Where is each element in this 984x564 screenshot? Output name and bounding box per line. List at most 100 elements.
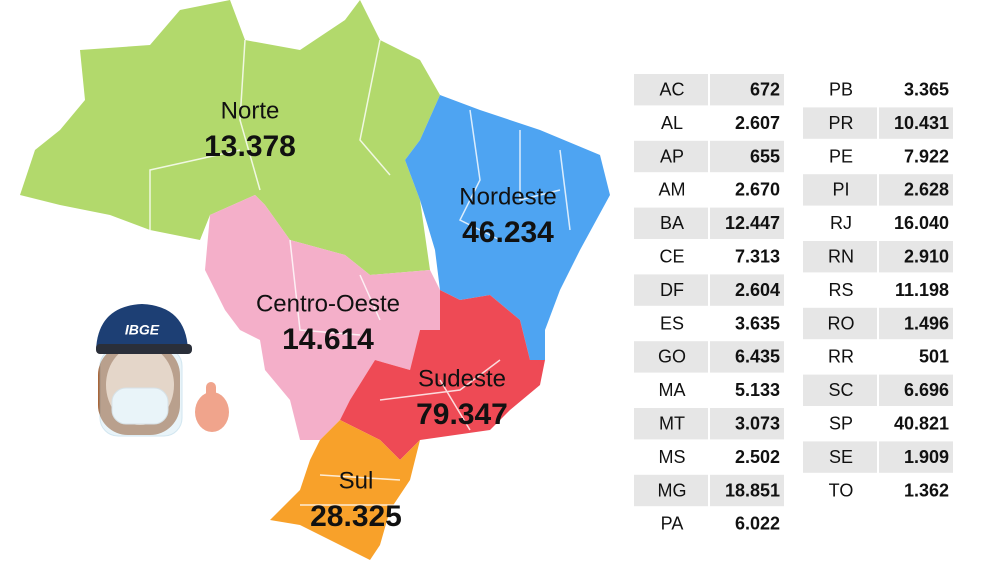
state-code: PB	[829, 79, 853, 99]
row-bg	[879, 307, 953, 340]
state-value: 6.696	[904, 380, 949, 400]
state-value: 40.821	[894, 413, 949, 433]
state-value: 2.910	[904, 246, 949, 266]
region-centro-oeste	[205, 195, 440, 440]
state-value: 2.670	[735, 180, 780, 200]
state-value: 1.909	[904, 447, 949, 467]
row-bg	[803, 107, 877, 139]
state-code: AL	[661, 113, 683, 133]
state-value: 16.040	[894, 213, 949, 233]
state-value: 2.502	[735, 447, 780, 467]
region-norte	[20, 0, 440, 275]
state-value: 11.198	[895, 280, 949, 300]
row-bg	[803, 307, 877, 340]
state-value: 3.635	[735, 313, 780, 333]
state-value: 7.313	[735, 246, 780, 266]
row-bg	[879, 441, 953, 473]
mascot: IBGE	[96, 304, 229, 437]
region-name: Sul	[339, 467, 374, 494]
row-bg	[634, 74, 708, 106]
state-code: GO	[658, 347, 686, 367]
state-code: RR	[828, 347, 854, 367]
state-code: SE	[829, 447, 853, 467]
row-bg	[710, 474, 784, 507]
state-code: MS	[659, 447, 686, 467]
row-bg	[879, 241, 953, 273]
region-value: 46.234	[462, 216, 554, 249]
state-table: AC 672 AL 2.607 AP 655 AM 2.670 BA 12.447 CE 7.313 D…	[634, 74, 953, 534]
state-value: 672	[750, 79, 780, 99]
state-value: 5.133	[735, 380, 780, 400]
row-bg	[803, 441, 877, 473]
state-value: 6.022	[735, 514, 780, 534]
state-code: PI	[832, 180, 849, 200]
cap-brim	[96, 344, 192, 354]
thumbs-up	[195, 392, 229, 432]
row-bg	[879, 374, 953, 406]
region-name: Sudeste	[418, 365, 506, 392]
state-code: AP	[660, 146, 684, 166]
region-value: 28.325	[310, 500, 402, 533]
region-value: 79.347	[416, 398, 508, 431]
state-code: RN	[828, 246, 854, 266]
row-bg	[803, 174, 877, 206]
state-value: 2.604	[735, 280, 780, 300]
row-bg	[634, 207, 708, 239]
row-bg	[634, 140, 708, 173]
region-name: Centro-Oeste	[256, 290, 400, 317]
state-code: AC	[659, 79, 684, 99]
state-code: SP	[829, 413, 853, 433]
region-name: Norte	[221, 97, 280, 124]
state-code: DF	[660, 280, 684, 300]
region-value: 13.378	[204, 130, 296, 163]
row-bg	[710, 274, 784, 306]
state-code: RJ	[830, 213, 852, 233]
row-bg	[710, 207, 784, 239]
region-nordeste	[405, 95, 610, 360]
state-code: CE	[659, 246, 684, 266]
face-shield	[99, 347, 183, 437]
state-value: 6.435	[735, 347, 780, 367]
state-value: 501	[919, 347, 949, 367]
state-value: 10.431	[894, 113, 949, 133]
row-bg	[710, 408, 784, 440]
region-labels: Norte 13.378 Nordeste 46.234 Centro-Oeste 14.…	[204, 97, 557, 533]
row-bg	[634, 274, 708, 306]
row-bg	[634, 341, 708, 373]
cap-logo: IBGE	[125, 322, 160, 338]
row-bg	[710, 140, 784, 173]
state-code: PR	[828, 113, 853, 133]
thumb	[206, 382, 216, 406]
state-value: 3.073	[735, 413, 780, 433]
state-code: PE	[829, 146, 853, 166]
row-bg	[803, 374, 877, 406]
row-bg	[879, 174, 953, 206]
state-borders	[149, 39, 571, 506]
map	[20, 0, 610, 560]
row-bg	[710, 74, 784, 106]
state-value: 7.922	[904, 146, 949, 166]
state-code: AM	[659, 180, 686, 200]
state-value: 2.628	[904, 180, 949, 200]
row-bg	[803, 241, 877, 273]
state-value: 655	[750, 146, 780, 166]
state-code: SC	[828, 380, 853, 400]
region-sul	[270, 420, 420, 560]
state-value: 18.851	[725, 480, 780, 500]
state-value: 1.496	[904, 313, 949, 333]
state-code: MG	[658, 480, 687, 500]
row-bg	[634, 408, 708, 440]
state-code: RS	[828, 280, 853, 300]
region-name: Nordeste	[459, 183, 556, 210]
row-bg	[634, 474, 708, 507]
state-code: MT	[659, 413, 685, 433]
state-value: 2.607	[735, 113, 780, 133]
mask	[111, 387, 169, 425]
cap	[96, 304, 188, 350]
row-bg	[879, 107, 953, 139]
region-value: 14.614	[282, 323, 374, 356]
state-code: RO	[828, 313, 855, 333]
row-bg	[710, 341, 784, 373]
state-value: 3.365	[904, 79, 949, 99]
